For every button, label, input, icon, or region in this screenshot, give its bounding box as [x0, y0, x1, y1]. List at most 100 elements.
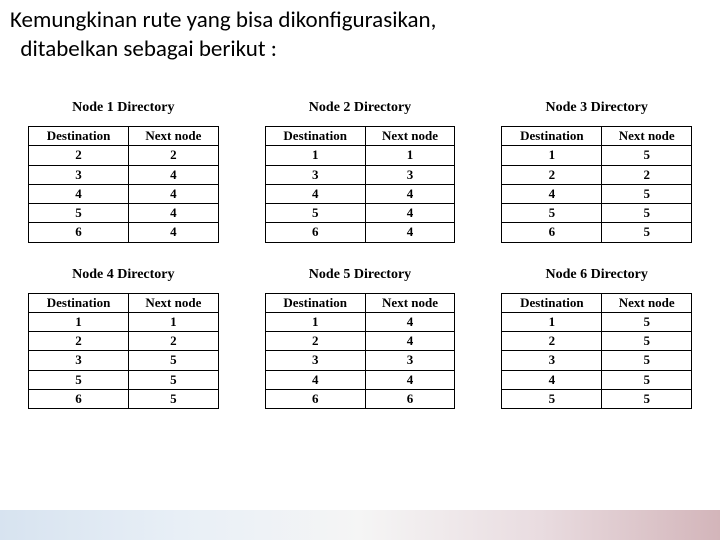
table-header-row: Destination Next node	[265, 127, 455, 146]
cell: 5	[129, 351, 219, 370]
table-header-row: Destination Next node	[502, 293, 692, 312]
table-row: 11	[29, 312, 219, 331]
footer-gradient-bar	[0, 510, 720, 540]
cell: 5	[602, 370, 692, 389]
cell: 3	[29, 165, 129, 184]
cell: 4	[129, 223, 219, 242]
node-1-directory: Node 1 Directory Destination Next node 2…	[28, 100, 219, 243]
table-row: 55	[502, 204, 692, 223]
cell: 1	[365, 146, 455, 165]
cell: 5	[602, 146, 692, 165]
cell: 3	[29, 351, 129, 370]
table-row: 66	[265, 389, 455, 408]
table-row: 44	[29, 184, 219, 203]
cell: 3	[502, 351, 602, 370]
cell: 5	[129, 370, 219, 389]
col-destination: Destination	[29, 127, 129, 146]
cell: 4	[365, 370, 455, 389]
cell: 3	[265, 165, 365, 184]
table-row: 55	[502, 389, 692, 408]
table-row: 44	[265, 184, 455, 203]
table-row: 44	[265, 370, 455, 389]
cell: 2	[29, 332, 129, 351]
dir-title: Node 2 Directory	[265, 100, 456, 116]
table-row: 11	[265, 146, 455, 165]
col-next-node: Next node	[602, 127, 692, 146]
cell: 2	[265, 332, 365, 351]
cell: 4	[29, 184, 129, 203]
col-next-node: Next node	[365, 293, 455, 312]
cell: 5	[265, 204, 365, 223]
node-5-directory: Node 5 Directory Destination Next node 1…	[265, 267, 456, 410]
cell: 1	[265, 146, 365, 165]
cell: 4	[365, 223, 455, 242]
table-row: 64	[265, 223, 455, 242]
col-destination: Destination	[502, 293, 602, 312]
cell: 5	[602, 389, 692, 408]
cell: 2	[29, 146, 129, 165]
col-next-node: Next node	[602, 293, 692, 312]
node-2-directory: Node 2 Directory Destination Next node 1…	[265, 100, 456, 243]
col-next-node: Next node	[365, 127, 455, 146]
cell: 6	[502, 223, 602, 242]
cell: 4	[365, 332, 455, 351]
table-row: 55	[29, 370, 219, 389]
cell: 6	[29, 223, 129, 242]
table-row: 54	[29, 204, 219, 223]
routing-table: Destination Next node 15 22 45 55 65	[501, 126, 692, 243]
col-destination: Destination	[29, 293, 129, 312]
routing-table: Destination Next node 11 22 35 55 65	[28, 293, 219, 410]
cell: 3	[365, 351, 455, 370]
cell: 2	[502, 332, 602, 351]
cell: 4	[265, 370, 365, 389]
node-6-directory: Node 6 Directory Destination Next node 1…	[501, 267, 692, 410]
cell: 5	[502, 204, 602, 223]
cell: 5	[502, 389, 602, 408]
cell: 2	[129, 332, 219, 351]
table-header-row: Destination Next node	[29, 127, 219, 146]
routing-table: Destination Next node 15 25 35 45 55	[501, 293, 692, 410]
cell: 5	[602, 223, 692, 242]
dir-title: Node 4 Directory	[28, 267, 219, 283]
col-destination: Destination	[502, 127, 602, 146]
cell: 4	[502, 370, 602, 389]
cell: 5	[29, 204, 129, 223]
dir-title: Node 6 Directory	[501, 267, 692, 283]
cell: 5	[602, 184, 692, 203]
table-row: 65	[29, 389, 219, 408]
cell: 1	[29, 312, 129, 331]
cell: 4	[265, 184, 365, 203]
table-row: 25	[502, 332, 692, 351]
tables-grid: Node 1 Directory Destination Next node 2…	[28, 100, 692, 409]
cell: 1	[129, 312, 219, 331]
col-next-node: Next node	[129, 293, 219, 312]
cell: 6	[29, 389, 129, 408]
table-row: 24	[265, 332, 455, 351]
cell: 5	[602, 204, 692, 223]
table-header-row: Destination Next node	[265, 293, 455, 312]
table-row: 64	[29, 223, 219, 242]
dir-title: Node 1 Directory	[28, 100, 219, 116]
col-destination: Destination	[265, 293, 365, 312]
cell: 6	[265, 389, 365, 408]
node-4-directory: Node 4 Directory Destination Next node 1…	[28, 267, 219, 410]
cell: 2	[129, 146, 219, 165]
cell: 4	[129, 204, 219, 223]
col-next-node: Next node	[129, 127, 219, 146]
cell: 6	[265, 223, 365, 242]
table-row: 35	[502, 351, 692, 370]
cell: 5	[129, 389, 219, 408]
cell: 4	[365, 204, 455, 223]
cell: 1	[265, 312, 365, 331]
cell: 3	[365, 165, 455, 184]
table-row: 65	[502, 223, 692, 242]
table-row: 33	[265, 351, 455, 370]
routing-table: Destination Next node 11 33 44 54 64	[265, 126, 456, 243]
table-row: 14	[265, 312, 455, 331]
table-row: 45	[502, 184, 692, 203]
table-row: 22	[502, 165, 692, 184]
node-3-directory: Node 3 Directory Destination Next node 1…	[501, 100, 692, 243]
cell: 2	[602, 165, 692, 184]
cell: 2	[502, 165, 602, 184]
cell: 4	[502, 184, 602, 203]
